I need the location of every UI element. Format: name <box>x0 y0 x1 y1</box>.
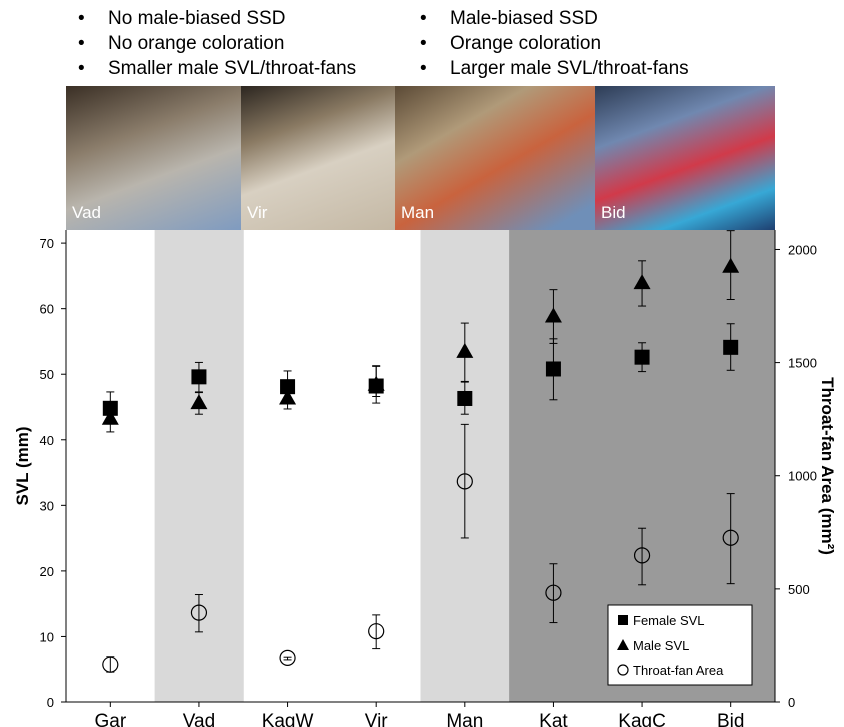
throat-fan-area-point <box>368 623 385 640</box>
photo-caption: Bid <box>601 203 626 222</box>
x-tick-label: KagW <box>262 711 314 727</box>
x-tick-label: Kat <box>539 711 568 727</box>
bullet-row: • Smaller male SVL/throat-fans <box>78 56 356 81</box>
right-tick-label: 2000 <box>788 242 817 257</box>
left-tick-label: 70 <box>40 236 54 251</box>
male-svl-point <box>367 375 385 391</box>
throat-fan-area-point <box>279 649 296 666</box>
legend-label: Male SVL <box>633 638 689 653</box>
lizard-photo: Bid <box>595 86 775 230</box>
x-tick-label: Vad <box>183 711 215 727</box>
legend-marker-throat-fan-area <box>617 664 629 676</box>
left-tick-label: 20 <box>40 564 54 579</box>
left-axis-title: SVL (mm) <box>13 426 32 505</box>
male-svl-point <box>190 394 208 410</box>
throat-fan-area-point <box>633 547 651 564</box>
left-tick-label: 40 <box>40 433 54 448</box>
male-svl-point <box>722 257 740 273</box>
female-svl-point <box>545 361 561 377</box>
bullet-dot: • <box>420 8 427 29</box>
bullet-text: Smaller male SVL/throat-fans <box>108 58 357 79</box>
bullet-row: • No orange coloration <box>78 31 356 56</box>
lizard-photo: Man <box>395 86 595 230</box>
photo-caption: Vir <box>247 203 268 222</box>
legend-marker-male-svl <box>617 639 629 650</box>
bullet-row: • Orange coloration <box>420 31 689 56</box>
header-bullets-right: • Male-biased SSD • Orange coloration • Lar… <box>420 6 689 81</box>
male-svl-point <box>544 307 562 323</box>
bullet-text: Larger male SVL/throat-fans <box>450 58 689 79</box>
legend-label: Throat-fan Area <box>633 663 724 678</box>
male-svl-point <box>101 409 119 425</box>
bullet-text: Orange coloration <box>450 33 602 54</box>
male-svl-point <box>279 389 297 405</box>
lizard-photo-strip: Vad Vir Man Bid <box>66 86 775 230</box>
photo-caption: Vad <box>72 203 101 222</box>
bullet-dot: • <box>78 58 85 79</box>
bullet-row: • No male-biased SSD <box>78 6 356 31</box>
left-tick-label: 0 <box>47 695 54 710</box>
throat-fan-area-point <box>190 604 208 621</box>
bullet-text: No orange coloration <box>108 33 285 54</box>
bullet-row: • Male-biased SSD <box>420 6 689 31</box>
bullet-dot: • <box>78 8 85 29</box>
header-bullets-left: • No male-biased SSD • No orange coloratio… <box>78 6 356 81</box>
x-tick-label: Man <box>446 711 483 727</box>
bullet-dot: • <box>78 33 85 54</box>
female-svl-point <box>723 339 739 355</box>
male-svl-point <box>633 274 651 290</box>
x-tick-label: Vir <box>365 711 389 727</box>
throat-fan-area-point <box>545 584 562 601</box>
throat-fan-area-point <box>102 656 119 673</box>
female-svl-point <box>191 369 207 385</box>
throat-fan-area-point <box>456 473 473 490</box>
bullet-text: Male-biased SSD <box>450 8 598 29</box>
bullet-dot: • <box>420 58 427 79</box>
throat-fan-area-point <box>722 529 739 546</box>
male-svl-point <box>456 342 474 358</box>
left-tick-label: 50 <box>40 367 54 382</box>
female-svl-point <box>634 349 650 365</box>
legend-box <box>607 604 753 686</box>
x-tick-label: Gar <box>94 711 126 727</box>
female-svl-point <box>280 379 296 395</box>
bullet-row: • Larger male SVL/throat-fans <box>420 56 689 81</box>
x-tick-label: KagC <box>618 711 666 727</box>
right-tick-label: 500 <box>788 582 810 597</box>
lizard-photo: Vir <box>241 86 395 230</box>
bullet-text: No male-biased SSD <box>108 8 286 29</box>
left-tick-label: 10 <box>40 629 54 644</box>
x-tick-label: Bid <box>717 711 744 727</box>
left-tick-label: 30 <box>40 498 54 513</box>
right-tick-label: 0 <box>788 695 795 710</box>
legend-label: Female SVL <box>633 613 705 628</box>
photo-caption: Man <box>401 203 435 222</box>
legend-marker-female-svl <box>618 615 628 625</box>
bullet-dot: • <box>420 33 427 54</box>
left-tick-label: 60 <box>40 302 54 317</box>
right-tick-label: 1000 <box>788 469 817 484</box>
right-axis-title: Throat-fan Area (mm²) <box>818 377 837 555</box>
female-svl-point <box>457 390 473 406</box>
right-tick-label: 1500 <box>788 356 817 371</box>
lizard-photo: Vad <box>66 86 241 230</box>
